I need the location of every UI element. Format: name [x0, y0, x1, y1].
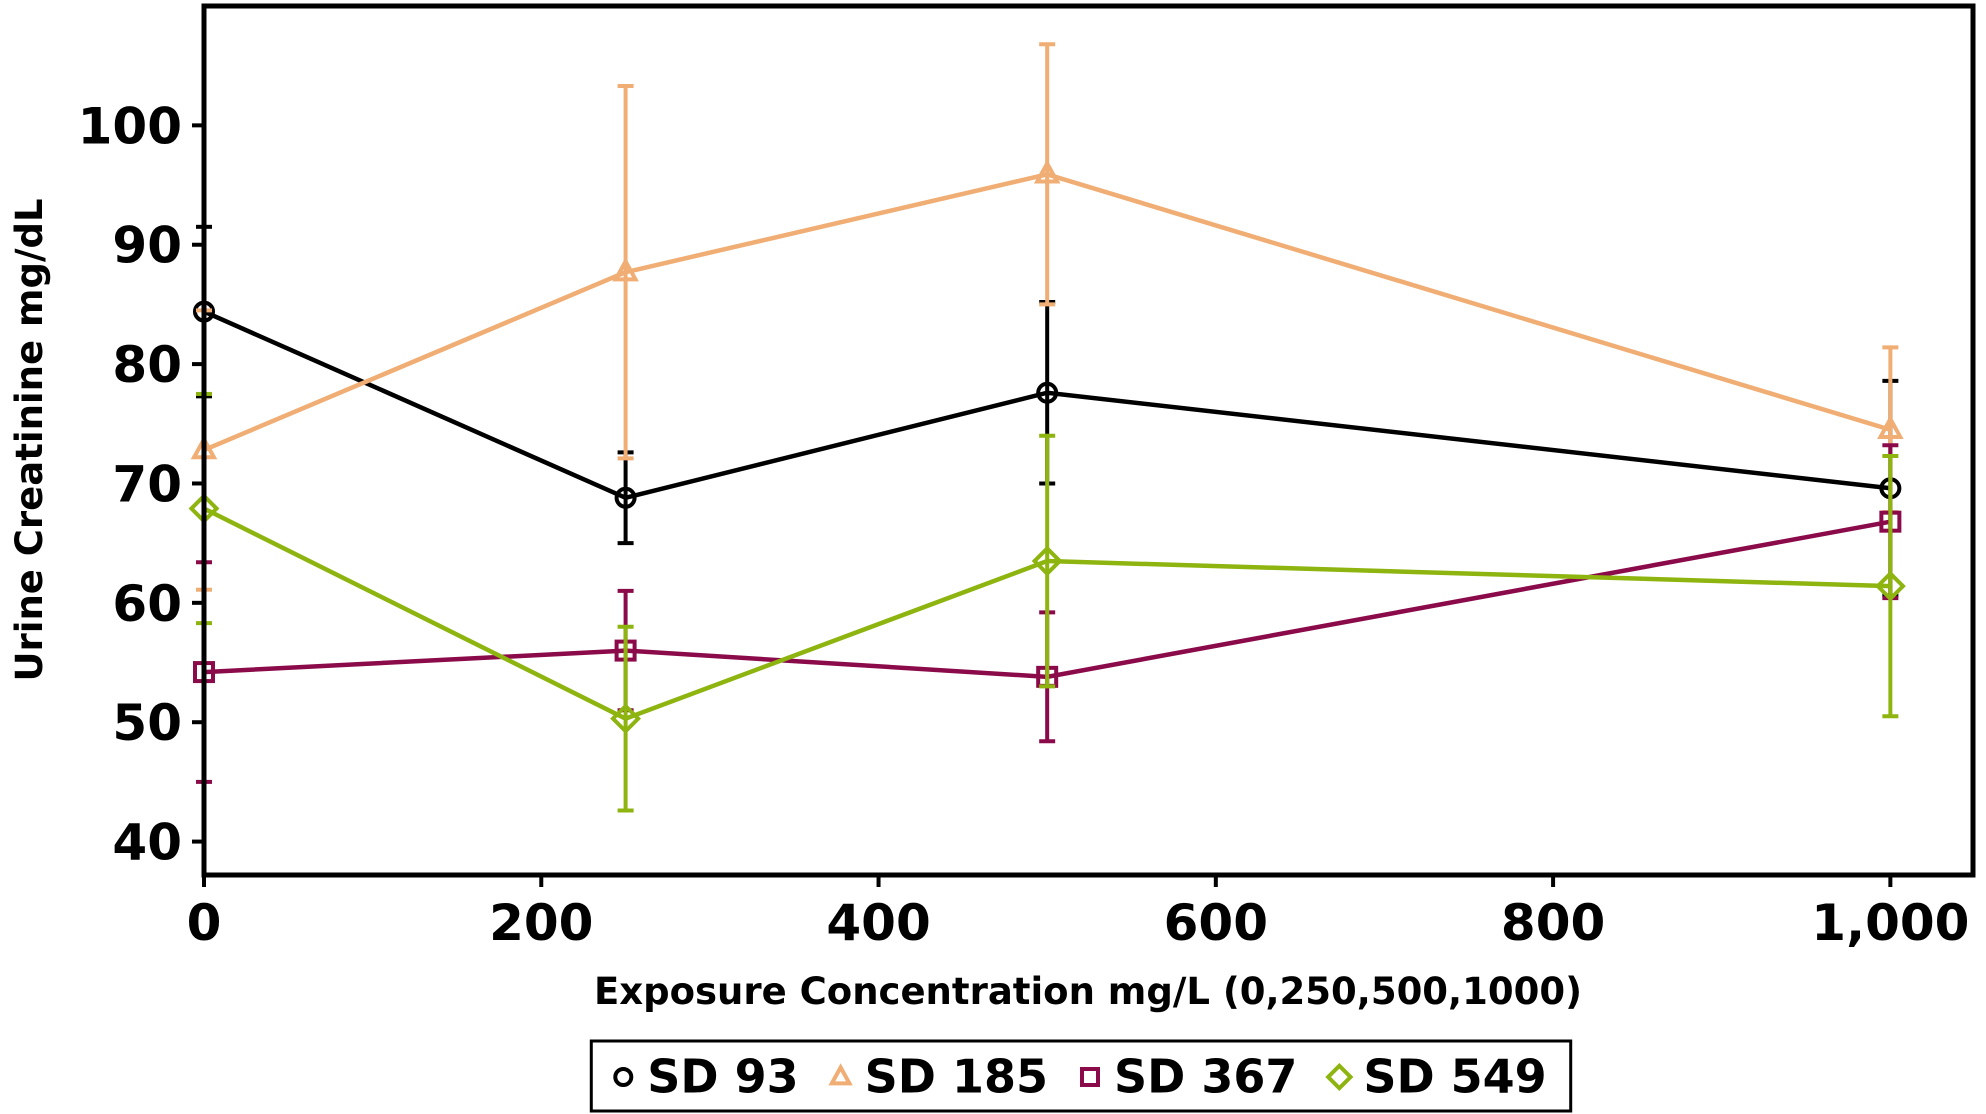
x-axis-label: Exposure Concentration mg/L (0,250,500,1…	[594, 970, 1582, 1013]
y-tick-label: 90	[112, 217, 182, 275]
x-tick-label: 200	[489, 894, 593, 952]
y-axis-label: Urine Creatinine mg/dL	[8, 198, 51, 681]
legend-text: SD 93	[647, 1050, 798, 1104]
marker	[1874, 570, 1906, 602]
x-tick-label: 800	[1501, 894, 1605, 952]
marker	[1325, 1062, 1354, 1092]
x-tick-label: 600	[1164, 894, 1268, 952]
y-tick-label: 70	[112, 455, 182, 513]
marker	[1031, 545, 1063, 577]
marker	[1033, 159, 1061, 184]
marker	[613, 1067, 634, 1087]
marker	[614, 486, 637, 509]
y-tick-label: 50	[112, 694, 182, 752]
marker	[610, 703, 642, 735]
series-line	[203, 519, 1891, 680]
marker	[1079, 1067, 1100, 1087]
marker	[612, 257, 639, 282]
marker	[1877, 414, 1904, 439]
y-tick-label: 60	[112, 575, 182, 633]
marker	[1036, 381, 1059, 404]
series-line	[203, 171, 1892, 453]
legend-text: SD 185	[865, 1050, 1048, 1104]
legend-text: SD 367	[1114, 1050, 1297, 1104]
legend-text: SD 549	[1363, 1050, 1546, 1104]
x-tick-label: 400	[826, 894, 930, 952]
series-line	[203, 309, 1891, 501]
series-line	[202, 506, 1891, 722]
marker	[828, 1063, 853, 1086]
y-tick-label: 80	[112, 336, 182, 394]
x-tick-label: 0	[187, 894, 222, 952]
plot-frame	[201, 3, 1976, 878]
y-tick-label: 40	[112, 814, 182, 872]
legend: SD 93 SD 185 SD 367 SD 549	[589, 1039, 1573, 1113]
y-tick-label: 100	[78, 97, 182, 155]
x-tick-label: 1,000	[1811, 894, 1969, 952]
